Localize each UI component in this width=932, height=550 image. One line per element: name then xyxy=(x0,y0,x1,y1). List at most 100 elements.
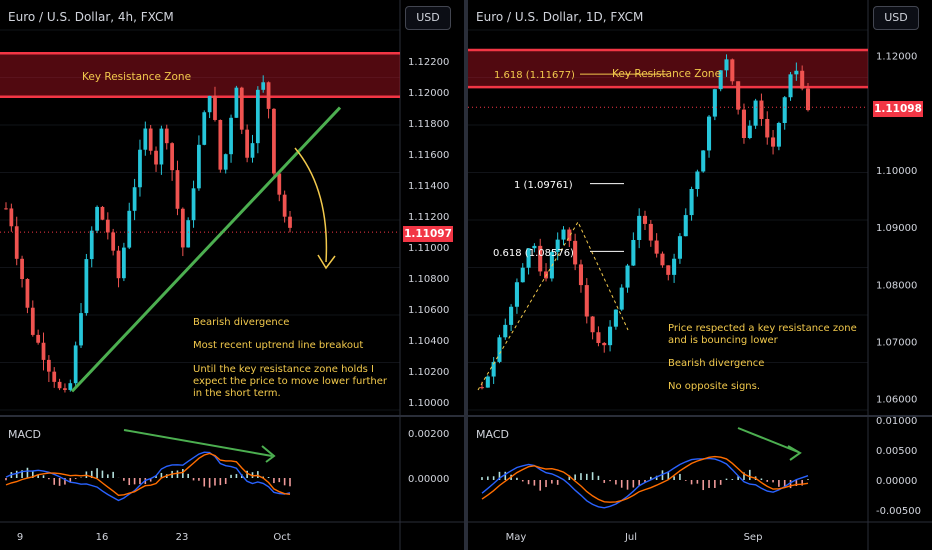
macd-histogram-bar xyxy=(743,472,745,480)
macd-histogram-bar xyxy=(235,474,238,478)
candle-body xyxy=(730,59,735,82)
candle-body xyxy=(277,173,282,195)
last-price-tag: 1.11098 xyxy=(873,101,923,117)
macd-histogram-bar xyxy=(690,480,693,485)
candle-body xyxy=(52,371,57,382)
candle-body xyxy=(741,109,747,139)
price-tick-label: 1.09000 xyxy=(876,223,917,234)
macd-histogram-bar xyxy=(182,469,184,478)
macd-histogram-bar xyxy=(673,476,675,480)
projection-arrowhead xyxy=(317,254,336,270)
price-tick-label: 1.11200 xyxy=(408,212,449,223)
note-resistance: Price respected a key resistance zone xyxy=(668,323,857,334)
time-tick-label: 9 xyxy=(17,532,23,543)
candle-body xyxy=(202,112,207,145)
macd-histogram-bar xyxy=(42,475,45,478)
candle-body xyxy=(213,95,217,120)
chart-title: Euro / U.S. Dollar, 1D, FXCM xyxy=(476,10,644,24)
price-tick-label: 1.10400 xyxy=(408,336,449,347)
candle-body xyxy=(272,108,276,174)
candle-body xyxy=(578,264,584,286)
macd-histogram-bar xyxy=(545,480,547,488)
candle-body xyxy=(116,250,121,279)
price-tick-label: 1.11600 xyxy=(408,150,449,161)
macd-histogram-bar xyxy=(719,480,722,485)
note-bearish-divergence: Bearish divergence xyxy=(193,317,290,328)
macd-label: MACD xyxy=(476,428,509,441)
macd-histogram-bar xyxy=(551,480,553,484)
candle-body xyxy=(753,100,758,126)
candle-body xyxy=(736,81,741,110)
candle-body xyxy=(36,334,41,343)
macd-histogram-bar xyxy=(262,476,265,478)
candle-body xyxy=(666,265,671,275)
candle-body xyxy=(479,387,485,389)
macd-histogram-bar xyxy=(176,470,179,478)
time-tick-label: May xyxy=(506,532,527,543)
candle-body xyxy=(619,287,624,310)
signal-line xyxy=(5,452,291,497)
macd-histogram-bar xyxy=(667,471,670,480)
candle-body xyxy=(122,247,126,279)
chart-panel-1d[interactable]: 1.120001.110001.100001.090001.080001.070… xyxy=(468,0,932,550)
macd-histogram-bar xyxy=(521,480,524,482)
last-price-tag: 1.11097 xyxy=(403,226,453,242)
macd-histogram-bar xyxy=(807,479,809,480)
macd-histogram-bar xyxy=(684,480,687,481)
candle-body xyxy=(718,70,723,90)
macd-histogram-bar xyxy=(655,475,658,480)
macd-divergence-arrowhead xyxy=(787,445,802,461)
macd-histogram-bar xyxy=(527,480,530,485)
candle-body xyxy=(41,342,46,360)
candle-body xyxy=(538,245,543,272)
panel-divider[interactable] xyxy=(464,0,468,550)
price-tick-label: 1.07000 xyxy=(876,337,917,348)
macd-histogram-bar xyxy=(133,478,136,485)
price-tick-label: 1.10000 xyxy=(876,166,917,177)
macd-histogram-bar xyxy=(267,477,270,478)
candle-body xyxy=(73,345,78,384)
candle-body xyxy=(794,70,799,75)
macd-histogram-bar xyxy=(37,474,39,478)
macd-histogram-bar xyxy=(155,475,157,478)
currency-button[interactable]: USD xyxy=(873,6,919,30)
macd-histogram-bar xyxy=(208,478,211,488)
chart-panel-4h[interactable]: 1.12200 1.12000 1.11800 1.11600 1.11400 1.112… xyxy=(0,0,464,550)
candle-body xyxy=(800,70,805,89)
candle-body xyxy=(660,253,665,266)
chart-canvas-4h[interactable]: 1.12200 1.12000 1.11800 1.11600 1.11400 1.112… xyxy=(0,0,464,550)
currency-button[interactable]: USD xyxy=(405,6,451,30)
macd-histogram-bar xyxy=(112,471,114,478)
chart-canvas-1d[interactable]: 1.120001.110001.100001.090001.080001.070… xyxy=(468,0,932,550)
time-tick-label: Oct xyxy=(273,532,290,543)
macd-histogram-bar xyxy=(620,480,623,488)
macd-histogram-bar xyxy=(615,480,617,485)
time-tick-label: Jul xyxy=(624,532,637,543)
macd-histogram-bar xyxy=(748,469,751,480)
candle-body xyxy=(584,285,589,317)
macd-histogram-bar xyxy=(53,478,56,485)
macd-histogram-bar xyxy=(198,478,200,481)
note-bouncing: and is bouncing lower xyxy=(668,335,778,346)
candle-body xyxy=(701,150,706,172)
macd-histogram-bar xyxy=(789,480,792,489)
candle-body xyxy=(776,123,781,147)
macd-histogram-bar xyxy=(90,470,93,478)
candle-body xyxy=(261,82,266,90)
candle-body xyxy=(20,258,24,279)
macd-histogram-bar xyxy=(696,480,699,484)
candle-body xyxy=(9,208,14,227)
candle-body xyxy=(197,144,201,189)
uptrend-line xyxy=(70,106,342,393)
candle-body xyxy=(255,89,260,144)
candle-body xyxy=(567,229,572,241)
candle-body xyxy=(689,188,694,216)
signal-line xyxy=(481,455,809,503)
macd-histogram-bar xyxy=(149,478,152,482)
note-bearish-divergence: Bearish divergence xyxy=(668,358,765,369)
price-tick-label: 1.08000 xyxy=(876,280,917,291)
macd-histogram-bar xyxy=(58,478,61,486)
candle-body xyxy=(677,236,682,259)
candle-body xyxy=(712,89,717,117)
macd-histogram-bar xyxy=(192,478,195,481)
